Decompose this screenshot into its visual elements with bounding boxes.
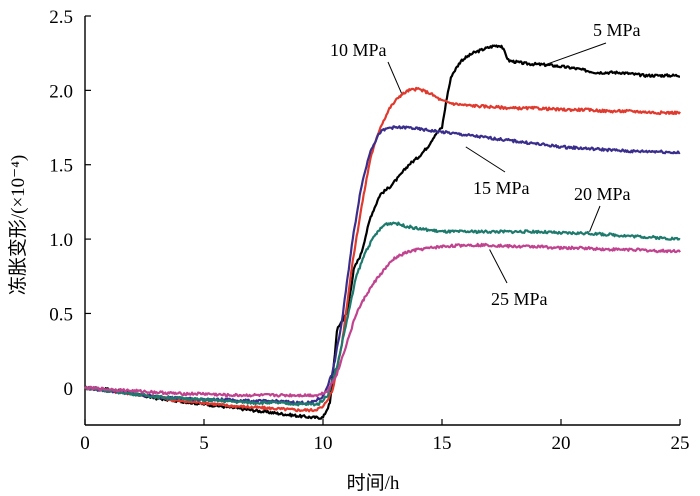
x-tick-label: 20 [552,433,571,454]
x-tick-label: 15 [433,433,452,454]
series-line-15-mpa [84,125,681,406]
axes [84,16,680,426]
series-label: 5 MPa [593,20,641,40]
series-lines [84,44,681,420]
series-line-20-mpa [84,221,681,407]
series-label: 15 MPa [473,178,530,198]
leader-line [387,61,402,94]
series-label: 20 MPa [574,184,631,204]
series-line-25-mpa [84,242,681,398]
leader-line [465,146,506,173]
x-axis-title: 时间/h [347,472,400,494]
x-tick-label: 25 [671,433,690,454]
series-labels: 5 MPa 10 MPa 15 MPa 20 MPa 25 MPa [330,20,641,309]
leader-line [489,249,508,284]
y-tick-label: 2.0 [49,81,73,102]
leader-line [589,205,601,232]
x-tick-label: 0 [80,433,90,454]
y-tick-label: 0 [64,379,74,400]
y-tick-label: 2.5 [49,7,73,28]
y-tick-label: 1.0 [49,230,73,251]
y-tick-label: 0.5 [49,304,73,325]
series-line-5-mpa [84,44,681,420]
y-tick-label: 1.5 [49,156,73,177]
leader-line [544,42,607,66]
ticks: 0 5 10 15 20 25 0 0.5 1.0 1.5 2.0 2.5 [49,7,689,454]
x-tick-label: 5 [199,433,209,454]
series-line-10-mpa [84,86,681,413]
series-label: 25 MPa [491,289,548,309]
y-axis-title: 冻胀变形/(×10⁻⁴) [7,155,29,295]
series-label: 10 MPa [330,40,387,60]
x-tick-label: 10 [314,433,333,454]
